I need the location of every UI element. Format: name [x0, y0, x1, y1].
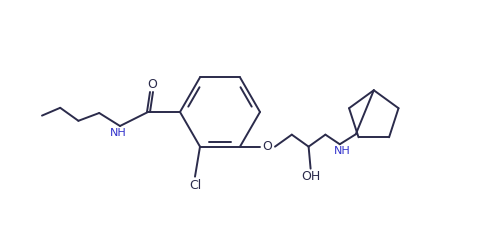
Text: O: O	[147, 77, 157, 91]
Text: OH: OH	[301, 170, 320, 183]
Text: NH: NH	[333, 146, 350, 156]
Text: Cl: Cl	[189, 179, 201, 192]
Text: O: O	[262, 140, 272, 153]
Text: NH: NH	[110, 128, 126, 138]
